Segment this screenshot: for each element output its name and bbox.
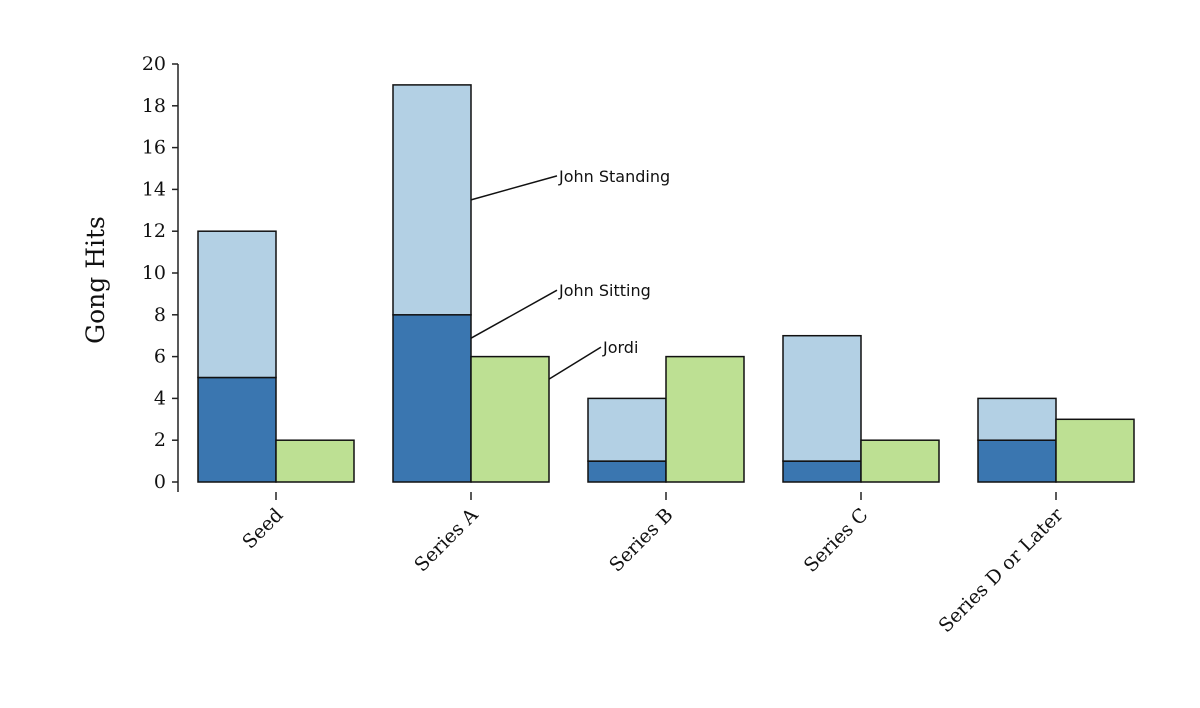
bar-john-standing-seed <box>197 230 277 379</box>
bar-john-standing-series-a <box>392 84 472 316</box>
bar-john-sitting-series-a <box>392 314 472 483</box>
y-tick-label: 16 <box>142 137 166 159</box>
bar-john-standing-series-b <box>587 397 667 462</box>
y-tick-label: 4 <box>154 387 166 409</box>
bar-john-sitting-series-b <box>587 460 667 483</box>
y-tick-label: 6 <box>154 346 166 368</box>
x-axis: Seed Series A Series B Series C Series D or … <box>238 492 1068 637</box>
y-tick-label: 12 <box>142 220 166 242</box>
x-tick-label: Series B <box>605 504 677 576</box>
bar-jordi-seed <box>275 439 355 483</box>
annotations: John Standing John Sitting Jordi <box>470 167 670 380</box>
y-tick-label: 20 <box>142 53 166 75</box>
bar-john-sitting-series-d-or-later <box>977 439 1057 483</box>
bar-john-standing-series-c <box>782 334 862 462</box>
bar-jordi-series-b <box>665 355 745 483</box>
bar-john-sitting-series-c <box>782 460 862 483</box>
x-tick-label: Series C <box>800 504 873 577</box>
bar-jordi-series-c <box>860 439 940 483</box>
annotation-john-sitting: John Sitting <box>558 281 651 300</box>
bar-jordi-series-a <box>470 355 550 483</box>
x-tick-label: Series D or Later <box>934 503 1068 637</box>
x-tick-label: Seed <box>238 504 287 553</box>
y-tick-label: 18 <box>142 95 166 117</box>
y-tick-label: 0 <box>154 471 166 493</box>
bars <box>197 84 1135 483</box>
y-axis-title: Gong Hits <box>81 216 110 344</box>
y-tick-label: 2 <box>154 429 166 451</box>
leader-line-john-sitting <box>470 289 558 339</box>
x-tick-label: Series A <box>410 504 482 576</box>
annotation-jordi: Jordi <box>602 338 638 357</box>
bar-jordi-series-d-or-later <box>1055 418 1135 483</box>
annotation-john-standing: John Standing <box>558 167 670 186</box>
bar-john-standing-series-d-or-later <box>977 397 1057 441</box>
bar-john-sitting-seed <box>197 376 277 483</box>
y-tick-label: 10 <box>142 262 166 284</box>
y-tick-label: 14 <box>142 178 166 200</box>
y-axis: 0 2 4 6 8 10 12 14 16 18 20 <box>142 53 179 493</box>
y-tick-label: 8 <box>154 304 166 326</box>
leader-line-jordi <box>548 346 602 380</box>
leader-line-john-standing <box>470 175 558 201</box>
